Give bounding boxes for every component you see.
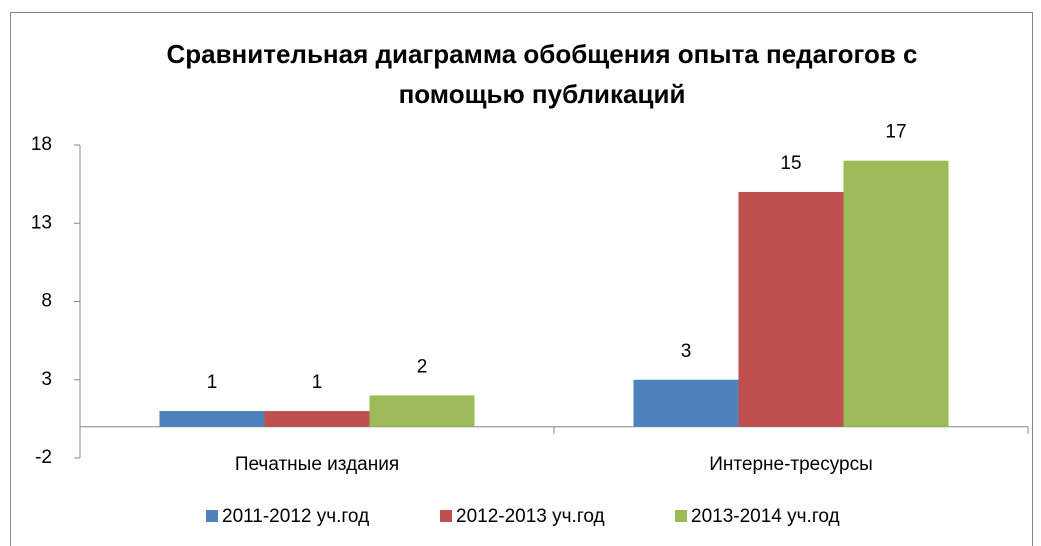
bar: [633, 379, 739, 427]
bar: [264, 411, 370, 427]
data-label: 2: [417, 356, 428, 377]
legend-swatch: [675, 510, 687, 522]
data-label: 15: [780, 153, 801, 174]
bar: [843, 160, 949, 427]
y-tick-label: 8: [41, 291, 52, 312]
chart-border: [10, 12, 1033, 546]
x-tick-label: Интерне-тресурсы: [709, 454, 873, 475]
data-label: 3: [681, 341, 692, 362]
legend-swatch: [440, 510, 452, 522]
bar: [369, 395, 475, 427]
legend-label: 2013-2014 уч.год: [691, 506, 840, 527]
data-label: 17: [885, 122, 906, 143]
legend-label: 2012-2013 уч.год: [456, 506, 605, 527]
y-tick-label: 3: [41, 369, 52, 390]
y-tick-label: 13: [31, 212, 52, 233]
data-label: 1: [312, 372, 323, 393]
x-tick-label: Печатные издания: [235, 454, 399, 475]
y-tick-label: 18: [31, 134, 52, 155]
y-tick-label: -2: [35, 447, 52, 468]
data-label: 1: [207, 372, 218, 393]
chart-title: Сравнительная диаграмма обобщения опыта …: [166, 39, 918, 109]
bar: [159, 411, 265, 427]
legend-swatch: [206, 510, 218, 522]
bar: [738, 191, 844, 427]
legend-label: 2011-2012 уч.год: [222, 506, 369, 527]
